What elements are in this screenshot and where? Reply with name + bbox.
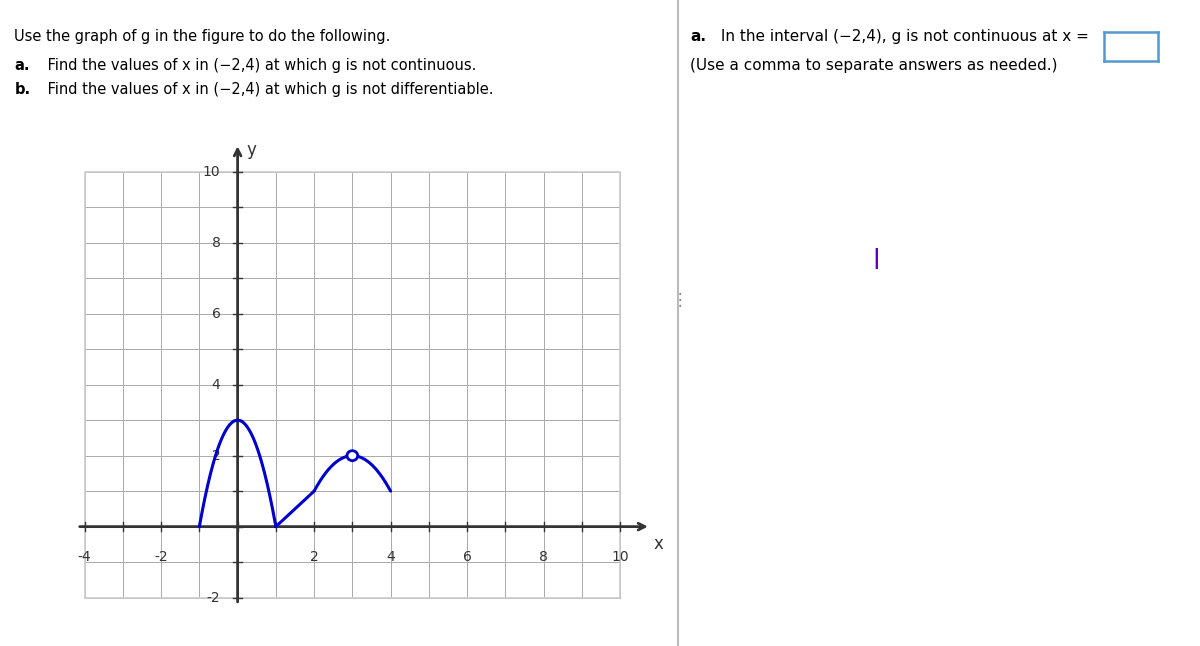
Text: 4: 4 (386, 550, 395, 564)
Text: -4: -4 (78, 550, 91, 564)
Text: 6: 6 (463, 550, 472, 564)
Text: 10: 10 (611, 550, 629, 564)
Text: -2: -2 (155, 550, 168, 564)
Text: 4: 4 (211, 378, 221, 391)
Text: x: x (654, 536, 664, 554)
Text: 8: 8 (539, 550, 548, 564)
Text: 8: 8 (211, 236, 221, 250)
Text: Find the values of x in (−2,4) at which g is not continuous.: Find the values of x in (−2,4) at which … (43, 58, 476, 73)
Text: y: y (246, 141, 256, 160)
Text: a.: a. (14, 58, 30, 73)
Text: |: | (872, 248, 880, 269)
Text: b.: b. (14, 82, 30, 97)
Text: 10: 10 (203, 165, 221, 179)
Text: Find the values of x in (−2,4) at which g is not differentiable.: Find the values of x in (−2,4) at which … (43, 82, 493, 97)
Text: Use the graph of g in the figure to do the following.: Use the graph of g in the figure to do t… (14, 29, 391, 44)
Text: ⋮: ⋮ (672, 291, 689, 309)
Text: -2: -2 (206, 590, 221, 605)
Circle shape (347, 451, 358, 461)
Text: In the interval (−2,4), g is not continuous at x =: In the interval (−2,4), g is not continu… (716, 29, 1090, 44)
Text: a.: a. (690, 29, 706, 44)
Text: (Use a comma to separate answers as needed.): (Use a comma to separate answers as need… (690, 58, 1057, 73)
Text: 6: 6 (211, 307, 221, 320)
Text: 2: 2 (310, 550, 318, 564)
Text: 2: 2 (211, 449, 221, 463)
